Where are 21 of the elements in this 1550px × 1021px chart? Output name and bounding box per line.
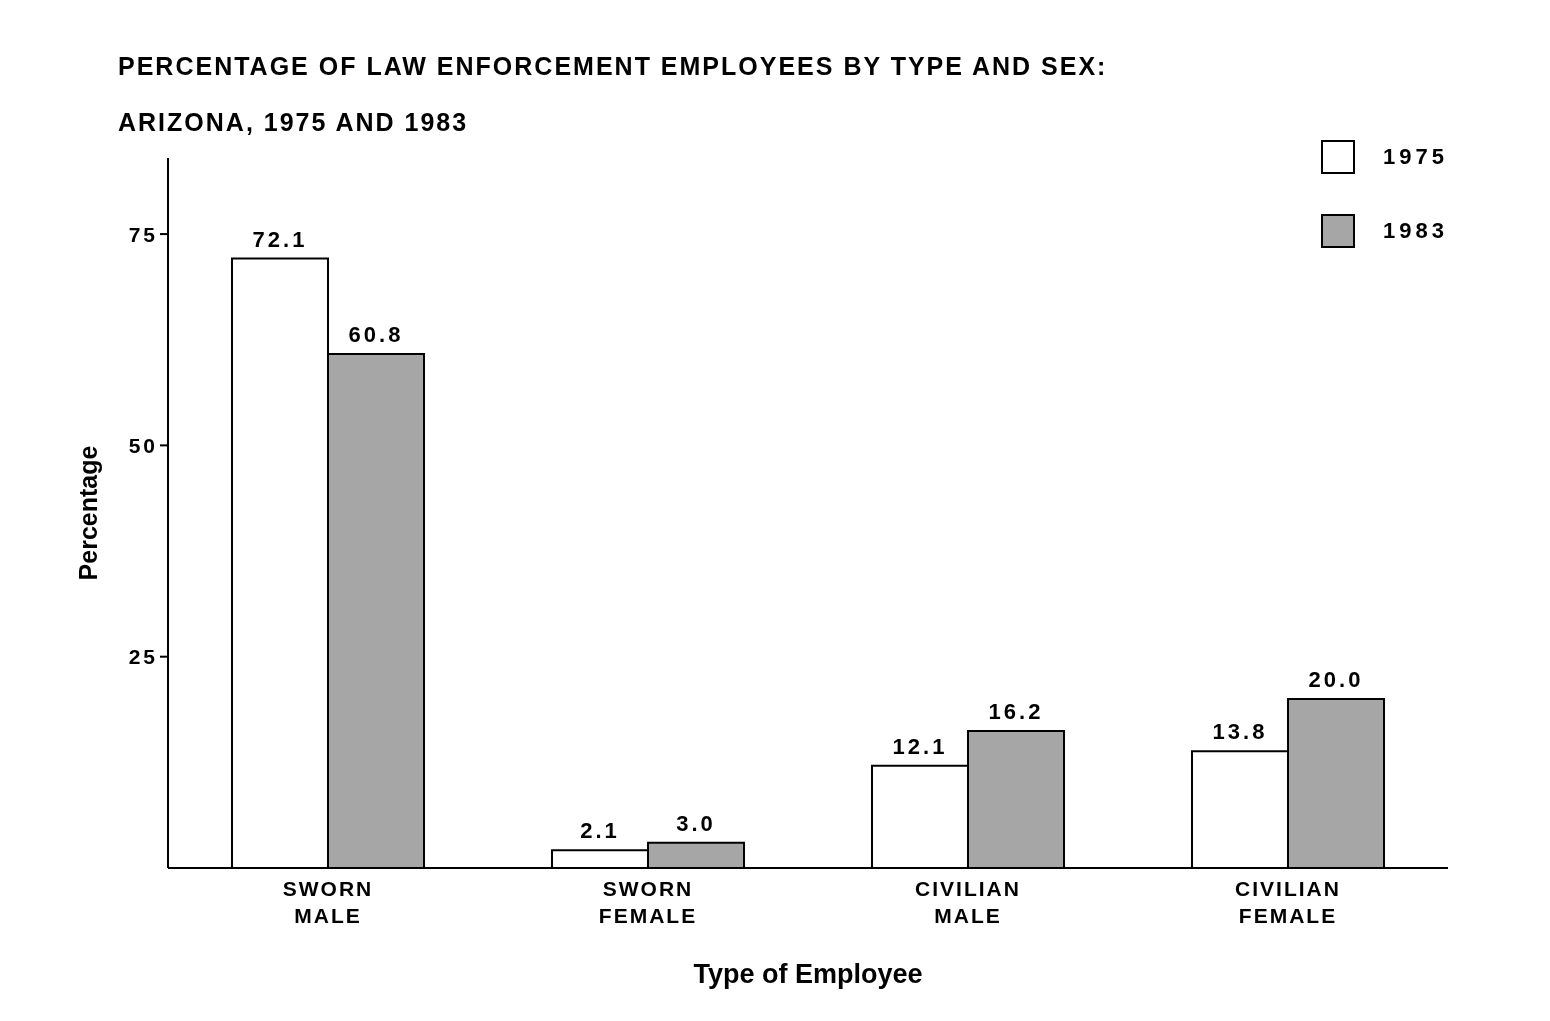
x-tick-label: SWORN FEMALE — [598, 877, 698, 927]
data-label: 3.0 — [676, 810, 716, 836]
x-axis-title: Type of Employee — [693, 959, 923, 989]
y-tick-label: 75 — [128, 222, 158, 246]
legend-label: 1983 — [1383, 218, 1448, 244]
y-axis-title: Percentage — [73, 445, 102, 581]
data-label: 20.0 — [1308, 666, 1364, 692]
chart-title: PERCENTAGE OF LAW ENFORCEMENT EMPLOYEES BY TYPE AND SEX: — [118, 51, 1108, 82]
data-label: 13.8 — [1212, 719, 1268, 745]
x-tick-label: CIVILIAN MALE — [915, 877, 1021, 927]
x-tick-label: CIVILIAN FEMALE — [1235, 877, 1341, 927]
data-label: 72.1 — [252, 226, 308, 252]
chart-subtitle: ARIZONA, 1975 AND 1983 — [118, 107, 470, 138]
data-label: 2.1 — [580, 818, 620, 844]
y-tick-label: 25 — [128, 645, 158, 669]
x-tick-label: SWORN MALE — [282, 877, 374, 927]
data-label: 12.1 — [892, 733, 948, 759]
data-label: 60.8 — [348, 322, 404, 348]
data-label: 16.2 — [988, 699, 1044, 725]
legend-label: 1975 — [1383, 144, 1448, 170]
y-tick-label: 50 — [128, 433, 158, 457]
